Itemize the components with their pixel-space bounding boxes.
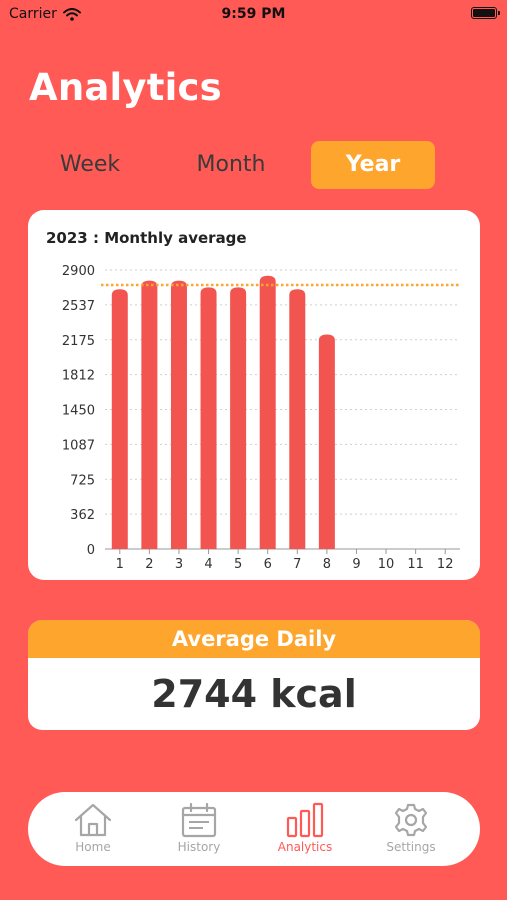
nav-history[interactable]: History bbox=[149, 792, 249, 866]
chart-title: 2023 : Monthly average bbox=[46, 229, 247, 247]
average-daily-heading: Average Daily bbox=[28, 620, 480, 658]
carrier-label: Carrier bbox=[9, 6, 57, 22]
wifi-icon bbox=[62, 7, 81, 21]
x-tick-label: 4 bbox=[204, 557, 212, 572]
y-tick-label: 2537 bbox=[62, 299, 95, 314]
bar-month-5 bbox=[230, 287, 247, 549]
bar-month-6 bbox=[259, 275, 276, 549]
x-tick-label: 7 bbox=[293, 557, 301, 572]
x-tick-label: 1 bbox=[116, 557, 124, 572]
page-title: Analytics bbox=[29, 66, 222, 109]
bar-chart-icon bbox=[286, 802, 324, 838]
y-tick-label: 725 bbox=[70, 473, 95, 488]
bar-month-8 bbox=[318, 334, 335, 549]
y-tick-label: 1812 bbox=[62, 369, 95, 384]
carrier-info: Carrier bbox=[9, 6, 81, 22]
average-daily-card: Average Daily 2744 kcal bbox=[28, 620, 480, 730]
bottom-nav: Home History Analytics Settings bbox=[28, 792, 480, 866]
battery-icon bbox=[471, 7, 500, 19]
period-tabs: Week Month Year bbox=[0, 141, 507, 189]
bar-month-3 bbox=[170, 280, 187, 549]
chart-card: 2023 : Monthly average 0 362 725 1087 1450 18… bbox=[28, 210, 480, 580]
y-tick-label: 2175 bbox=[62, 334, 95, 349]
nav-home[interactable]: Home bbox=[43, 792, 143, 866]
nav-settings[interactable]: Settings bbox=[361, 792, 461, 866]
x-tick-label: 9 bbox=[352, 557, 360, 572]
tab-week[interactable]: Week bbox=[59, 152, 121, 177]
x-tick-label: 6 bbox=[264, 557, 272, 572]
clock: 9:59 PM bbox=[221, 6, 286, 22]
x-tick-label: 5 bbox=[234, 557, 242, 572]
y-tick-label: 0 bbox=[87, 543, 95, 558]
calendar-icon bbox=[181, 802, 217, 838]
nav-home-label: Home bbox=[75, 840, 111, 854]
x-tick-label: 12 bbox=[437, 557, 454, 572]
tab-year[interactable]: Year bbox=[311, 141, 435, 189]
gear-icon bbox=[394, 803, 428, 837]
y-tick-label: 1450 bbox=[62, 404, 95, 419]
status-bar: Carrier 9:59 PM bbox=[0, 0, 507, 28]
tab-month[interactable]: Month bbox=[196, 152, 266, 177]
x-tick-label: 8 bbox=[323, 557, 331, 572]
average-daily-value: 2744 kcal bbox=[151, 672, 357, 716]
nav-analytics[interactable]: Analytics bbox=[255, 792, 355, 866]
bar-month-7 bbox=[289, 289, 306, 549]
x-tick-label: 10 bbox=[378, 557, 395, 572]
x-tick-label: 2 bbox=[145, 557, 153, 572]
y-tick-label: 362 bbox=[70, 508, 95, 523]
nav-analytics-label: Analytics bbox=[277, 840, 333, 854]
nav-history-label: History bbox=[177, 840, 221, 854]
y-tick-label: 2900 bbox=[62, 264, 95, 279]
y-tick-label: 1087 bbox=[62, 438, 95, 453]
home-icon bbox=[74, 803, 112, 837]
nav-settings-label: Settings bbox=[386, 840, 436, 854]
bar-month-4 bbox=[200, 287, 217, 549]
bar-month-2 bbox=[141, 280, 158, 549]
x-tick-label: 3 bbox=[175, 557, 183, 572]
bar-month-1 bbox=[111, 289, 128, 549]
x-tick-label: 11 bbox=[407, 557, 424, 572]
